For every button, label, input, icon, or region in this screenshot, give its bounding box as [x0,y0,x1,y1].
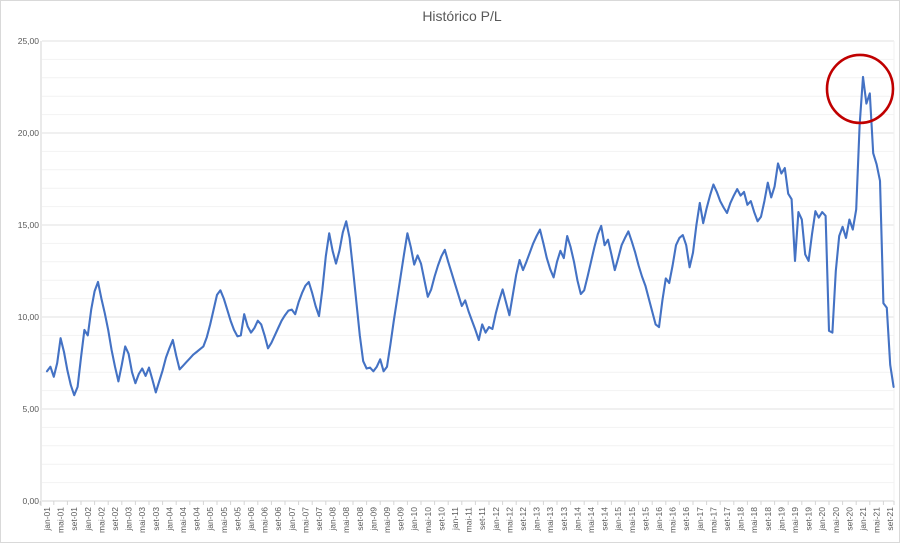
x-axis-tick-label: jan-16 [654,507,664,532]
x-axis-tick-label: mai-10 [423,507,433,533]
x-axis-tick-label: set-01 [69,507,79,531]
highlight-circle-annotation [825,53,895,125]
x-axis-tick-label: mai-20 [831,507,841,533]
x-axis-tick-label: set-03 [151,507,161,531]
x-axis-tick-label: jan-09 [368,507,378,532]
x-axis-tick-label: jan-20 [817,507,827,532]
x-axis-tick-label: set-06 [273,507,283,531]
x-axis-tick-label: mai-01 [56,507,66,533]
x-axis-tick-label: set-10 [436,507,446,531]
x-axis-tick-label: mai-17 [708,507,718,533]
y-axis-tick-label: 0,00 [22,496,39,506]
x-axis-tick-label: mai-13 [545,507,555,533]
x-axis-tick-label: set-18 [763,507,773,531]
x-axis-tick-label: set-08 [355,507,365,531]
gridlines [42,40,895,502]
x-axis-tick-label: set-17 [722,507,732,531]
x-axis-tick-label: jan-13 [532,507,542,532]
x-axis-tick-label: set-15 [640,507,650,531]
y-axis-tick-label: 5,00 [22,404,39,414]
x-axis-tick-label: set-02 [110,507,120,531]
y-axis-labels: 0,00 5,00 10,00 15,00 20,00 25,00 [18,36,40,506]
x-axis-tick-label: mai-03 [137,507,147,533]
x-axis-tick-label: set-11 [477,507,487,530]
x-axis-tick-label: jan-07 [287,507,297,532]
x-axis-tick-label: mai-09 [382,507,392,533]
x-axis-tick-label: mai-15 [627,507,637,533]
axes [39,41,895,506]
x-axis-tick-label: set-07 [314,507,324,531]
x-axis-tick-label: jan-01 [42,507,52,532]
x-axis-tick-label: jan-19 [776,507,786,532]
y-axis-tick-label: 25,00 [18,36,40,46]
x-axis-tick-label: mai-08 [341,507,351,533]
x-axis-tick-label: mai-05 [219,507,229,533]
x-axis-tick-label: set-16 [681,507,691,531]
x-axis-tick-label: mai-07 [300,507,310,533]
y-axis-tick-label: 20,00 [18,128,40,138]
y-axis-tick-label: 15,00 [18,220,40,230]
x-axis-tick-label: mai-14 [586,507,596,533]
x-axis-labels: jan-01 mai-01 set-01 jan-02 mai-02 set-02 jan-… [42,507,895,533]
x-axis-tick-label: jan-11 [450,507,460,531]
x-axis-tick-label: mai-06 [260,507,270,533]
x-axis-tick-label: set-13 [559,507,569,531]
x-axis-tick-label: set-19 [804,507,814,531]
x-axis-tick-label: jan-03 [124,507,134,532]
x-axis-tick-label: mai-16 [668,507,678,533]
x-axis-tick-label: mai-18 [749,507,759,533]
x-axis-tick-label: mai-19 [790,507,800,533]
x-axis-tick-label: set-04 [192,507,202,531]
x-axis-tick-label: jan-12 [491,507,501,532]
x-axis-tick-label: jan-02 [83,507,93,532]
x-axis-tick-label: jan-21 [858,507,868,532]
x-axis-tick-label: jan-08 [328,507,338,532]
x-axis-tick-label: jan-10 [409,507,419,532]
x-axis-tick-label: jan-15 [613,507,623,532]
x-axis-tick-label: mai-21 [872,507,882,533]
pl-series-line [45,75,895,397]
x-axis-tick-label: jan-14 [572,507,582,532]
y-axis-tick-label: 10,00 [18,312,40,322]
x-axis-tick-label: set-05 [232,507,242,531]
chart-title: Histórico P/L [422,8,502,24]
x-axis-tick-label: mai-02 [96,507,106,533]
x-axis-tick-label: mai-11 [464,507,474,533]
x-axis-tick-label: mai-04 [178,507,188,533]
x-axis-tick-label: set-14 [600,507,610,531]
x-axis-tick-label: jan-17 [695,507,705,532]
x-axis-tick-label: set-21 [885,507,895,531]
x-axis-tick-label: jan-06 [246,507,256,532]
x-axis-tick-label: set-20 [844,507,854,531]
x-axis-tick-label: set-09 [396,507,406,531]
x-axis-tick-label: mai-12 [504,507,514,533]
x-axis-tick-label: jan-05 [205,507,215,532]
x-axis-tick-label: set-12 [518,507,528,531]
x-axis-tick-label: jan-18 [736,507,746,532]
x-axis-tick-label: jan-04 [164,507,174,532]
